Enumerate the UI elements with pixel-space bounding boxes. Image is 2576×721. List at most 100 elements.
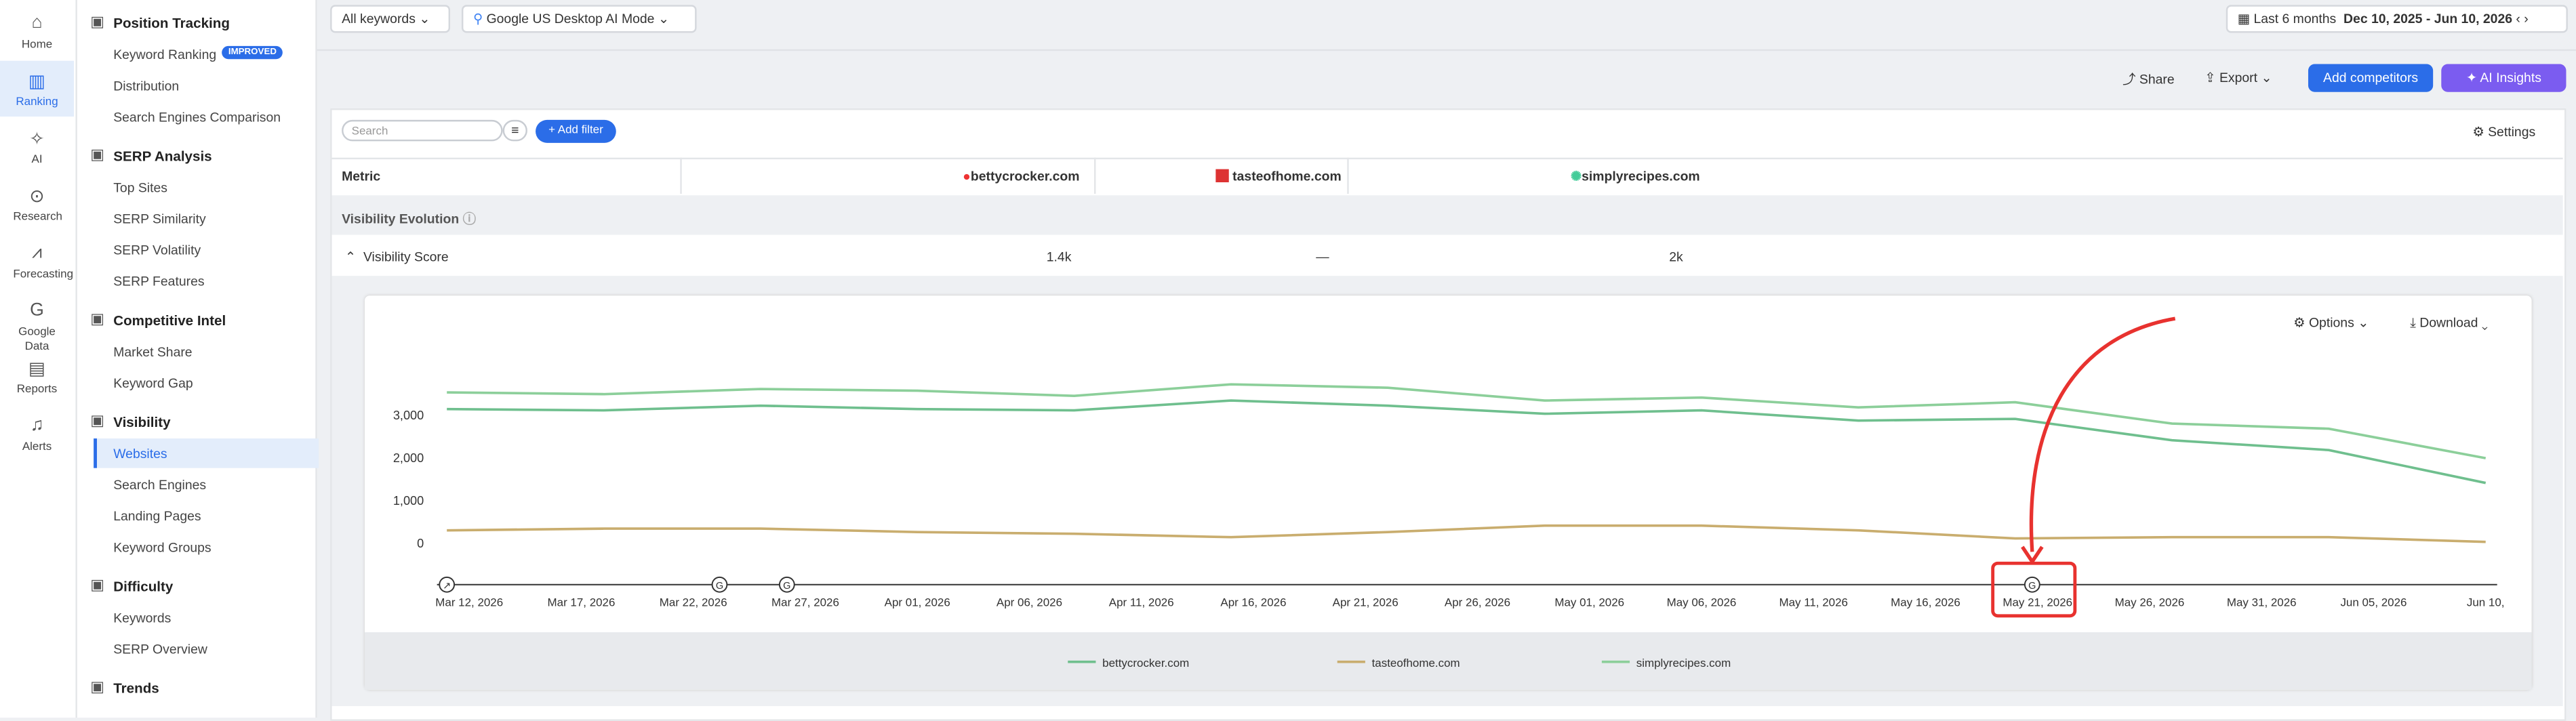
share-label: Share xyxy=(2139,72,2175,87)
y-tick-label: 0 xyxy=(417,537,424,550)
nav-section[interactable]: SERP Analysis xyxy=(113,148,212,165)
rail-item[interactable] xyxy=(0,60,75,117)
rail-icon: ✧ xyxy=(29,129,45,150)
legend-label: tasteofhome.com xyxy=(1372,657,1460,670)
share-button[interactable]: ⤴ Share xyxy=(2122,72,2175,87)
date-range[interactable]: ▦ Last 6 months Dec 10, 2025 - Jun 10, 2… xyxy=(2226,5,2568,33)
rail-label[interactable]: Alerts xyxy=(22,441,52,453)
x-tick-label: Mar 22, 2026 xyxy=(660,596,727,609)
insights-label: AI Insights xyxy=(2480,70,2541,86)
section-label: Visibility Evolution xyxy=(342,211,460,227)
site-name: simplyrecipes.com xyxy=(1582,169,1700,184)
nav-section[interactable]: Trends xyxy=(113,680,159,697)
nav-section[interactable]: Visibility xyxy=(113,413,171,430)
badge: IMPROVED xyxy=(222,45,283,60)
x-tick-label: May 01, 2026 xyxy=(1554,596,1624,609)
nav-item[interactable]: SERP Similarity xyxy=(113,211,206,227)
nav-item[interactable]: Distribution xyxy=(113,79,180,94)
rail-label[interactable]: Ranking xyxy=(16,96,58,108)
rail-icon: ▥ xyxy=(28,72,46,92)
add-competitors[interactable]: Add competitors xyxy=(2308,64,2434,92)
nav-item[interactable]: Keyword Gap xyxy=(113,375,193,391)
download-label: Download xyxy=(2419,315,2478,331)
nav-item[interactable]: Top Sites xyxy=(113,180,167,196)
x-tick-label: Apr 26, 2026 xyxy=(1445,596,1510,609)
nav-icon: ▣ xyxy=(90,310,104,327)
x-tick-label: Apr 11, 2026 xyxy=(1109,596,1174,609)
col-sep xyxy=(680,157,682,194)
rail-icon: ♫ xyxy=(30,415,44,436)
legend-label: bettycrocker.com xyxy=(1102,657,1189,670)
download-button[interactable]: ⤓ Download ⌄ xyxy=(2410,315,2488,331)
nav-item[interactable]: Keyword Ranking xyxy=(113,47,217,63)
list-toggle[interactable]: ≡ xyxy=(502,119,527,142)
x-tick-label: Jun 10, xyxy=(2467,596,2505,609)
settings-label: Settings xyxy=(2488,125,2536,140)
event-marker xyxy=(2024,576,2040,593)
event-icon: G xyxy=(783,581,790,592)
nav-icon: ▣ xyxy=(90,146,104,163)
series-line xyxy=(447,399,2487,485)
nav-item[interactable]: SERP Overview xyxy=(113,642,207,657)
y-tick-label: 1,000 xyxy=(393,494,424,508)
nav-item[interactable]: Landing Pages xyxy=(113,509,201,524)
add-filter[interactable]: + Add filter xyxy=(536,119,616,143)
nav-section[interactable]: Competitive Intel xyxy=(113,312,226,329)
x-tick-label: Jun 05, 2026 xyxy=(2340,596,2407,609)
rail-icon: ⩘ xyxy=(31,243,43,263)
rail-label[interactable]: Reports xyxy=(16,384,58,396)
export-label: Export xyxy=(2219,70,2257,86)
options-label: Options xyxy=(2308,315,2354,331)
keywords-select[interactable]: All keywords ⌄ xyxy=(330,5,451,33)
side-nav xyxy=(77,0,317,718)
nav-icon: ▣ xyxy=(90,678,104,695)
options-button[interactable]: ⚙ Options ⌄ xyxy=(2293,315,2369,331)
legend-bar xyxy=(365,632,2532,690)
nav-item[interactable]: Search Engines Comparison xyxy=(113,110,281,125)
section-title: Visibility Evolution ⓘ xyxy=(342,211,476,227)
x-tick-label: May 11, 2026 xyxy=(1779,596,1847,609)
export-button[interactable]: ⇪ Export ⌄ xyxy=(2205,70,2272,86)
rail-icon: G xyxy=(30,300,44,321)
x-tick-label: Apr 16, 2026 xyxy=(1220,596,1286,609)
nav-section[interactable]: Difficulty xyxy=(113,578,174,595)
settings[interactable]: ⚙ Settings xyxy=(2472,125,2536,140)
nav-item[interactable]: SERP Features xyxy=(113,274,205,289)
rail-label[interactable]: Home xyxy=(21,39,53,52)
event-marker xyxy=(439,576,456,593)
rail-label[interactable]: Forecasting xyxy=(13,269,74,281)
search-input[interactable]: Search xyxy=(342,119,503,142)
row-label[interactable]: ⌃ Visibility Score xyxy=(344,249,449,265)
th-metric: Metric xyxy=(342,169,381,184)
rail-label[interactable]: AI xyxy=(31,154,43,166)
event-icon: G xyxy=(2028,581,2036,592)
add-filter-label: Add filter xyxy=(557,125,603,137)
col-sep xyxy=(1347,157,1349,194)
x-tick-label: Mar 17, 2026 xyxy=(548,596,616,609)
nav-active xyxy=(94,438,319,468)
event-icon: ↗ xyxy=(443,581,451,592)
nav-item[interactable]: SERP Volatility xyxy=(113,243,201,258)
nav-item[interactable]: Keywords xyxy=(113,611,172,626)
engine-label: Google US Desktop AI Mode xyxy=(486,11,655,26)
site-name: tasteofhome.com xyxy=(1232,169,1342,184)
engine-select[interactable]: ⚲ Google US Desktop AI Mode ⌄ xyxy=(461,5,697,33)
nav-icon: ▣ xyxy=(90,13,104,30)
rail-label[interactable]: Research xyxy=(13,211,63,224)
nav-icon: ▣ xyxy=(90,576,104,593)
x-tick-label: Mar 12, 2026 xyxy=(435,596,503,609)
x-tick-label: May 16, 2026 xyxy=(1891,596,1960,609)
nav-item[interactable]: Keyword Groups xyxy=(113,540,212,556)
nav-item[interactable]: Search Engines xyxy=(113,478,207,493)
col-sep xyxy=(1094,157,1096,194)
nav-item[interactable]: Websites xyxy=(113,447,167,461)
rail-label[interactable]: Google Data xyxy=(18,327,56,354)
event-icon: G xyxy=(716,581,723,592)
th-site: tasteofhome.com xyxy=(1215,169,1342,184)
ai-insights[interactable]: ✦ AI Insights xyxy=(2441,64,2567,92)
annotation-box xyxy=(1991,561,2077,618)
x-tick-label: May 21, 2026 xyxy=(2003,596,2072,609)
nav-item[interactable]: Market Share xyxy=(113,344,193,360)
nav-section[interactable]: Position Tracking xyxy=(113,14,230,32)
